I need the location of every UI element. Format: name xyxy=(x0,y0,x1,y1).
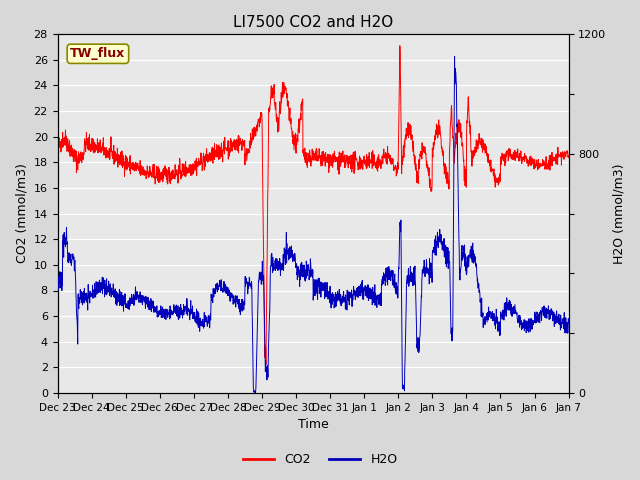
Legend: CO2, H2O: CO2, H2O xyxy=(237,448,403,471)
Text: TW_flux: TW_flux xyxy=(70,48,125,60)
X-axis label: Time: Time xyxy=(298,419,328,432)
Title: LI7500 CO2 and H2O: LI7500 CO2 and H2O xyxy=(233,15,393,30)
Y-axis label: CO2 (mmol/m3): CO2 (mmol/m3) xyxy=(15,164,28,264)
Y-axis label: H2O (mmol/m3): H2O (mmol/m3) xyxy=(612,163,625,264)
